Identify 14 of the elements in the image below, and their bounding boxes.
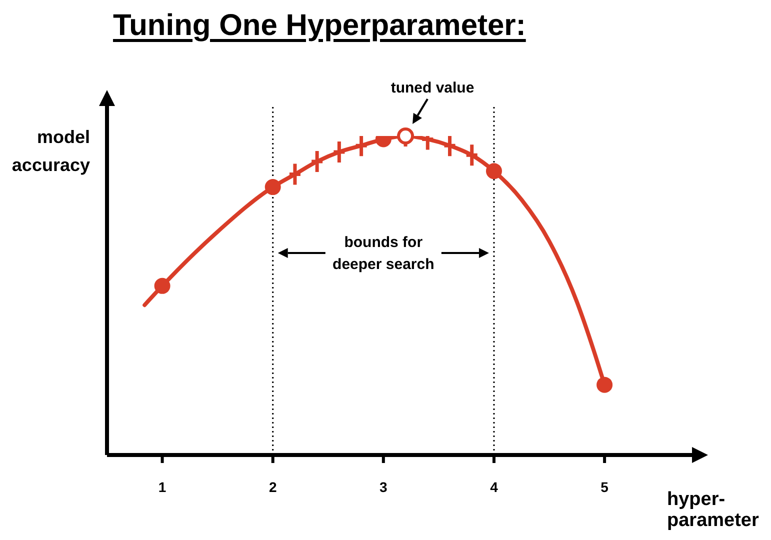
chart-title: Tuning One Hyperparameter: — [113, 8, 526, 44]
y-axis-title: model accuracy — [10, 126, 90, 177]
x-axis-title: hyper-parameter — [667, 489, 760, 531]
x-tick-label: 1 — [158, 478, 166, 495]
point — [596, 376, 613, 393]
point — [264, 179, 281, 196]
x-tick-label: 4 — [490, 478, 498, 495]
annotation: bounds for deeper search — [332, 233, 436, 275]
annotation: tuned value — [390, 80, 474, 96]
point — [486, 163, 502, 180]
point — [154, 278, 170, 294]
x-tick-label: 5 — [600, 478, 609, 495]
x-tick-label: 3 — [380, 478, 388, 495]
x-tick-label: 2 — [268, 478, 277, 495]
